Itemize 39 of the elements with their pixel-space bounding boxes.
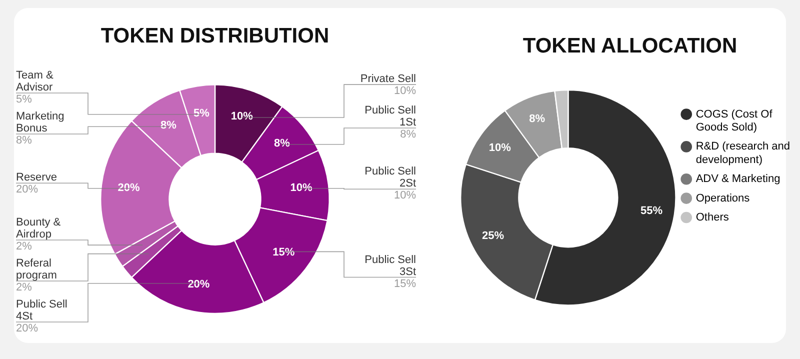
slice-label: Reserve [16,172,57,184]
data-label: 5% [193,107,210,120]
legend-label: Operations [696,192,750,204]
text: 20% [16,184,38,196]
text: 15% [394,278,416,290]
chart-title: TOKEN DISTRIBUTION [100,24,330,48]
data-label: 8% [529,113,546,126]
data-label: 2% [16,240,32,253]
data-label: 25% [482,230,504,242]
data-label: 55% [640,204,663,217]
text: 10% [394,190,416,202]
slice-label: Public Sell 1St [364,104,416,129]
data-label: 10% [230,110,254,122]
text: 10% [394,85,416,98]
data-label: 10% [290,182,312,194]
slice-label: Public Sell 4St [16,298,68,323]
legend-label: Others [696,212,730,224]
slice-label: Team & Advisor [16,70,54,94]
data-label: 15% [272,246,295,258]
data-label: 10% [488,142,512,154]
text: 8% [16,134,32,147]
data-label: 20% [118,182,140,194]
legend-label: ADV & Marketing [696,173,780,186]
slice-label: Referal program [16,258,57,282]
data-label: 2% [16,282,32,294]
text: 8% [400,128,416,141]
legend-label: COGS (Cost Of Goods Sold) [696,108,774,134]
legend-label: R&D (research and development) [696,140,790,166]
slice-label: Public Sell 2St [364,166,416,190]
data-label: 8% [160,120,177,132]
chart-title: TOKEN ALLOCATION [522,34,738,58]
slice-label: Bounty & Airdrop [16,216,62,241]
text: 5% [16,94,32,106]
data-label: 8% [274,138,290,150]
slice-label: Private Sell [360,73,416,86]
slice-label: Public Sell 3St [364,254,416,278]
data-label: 20% [188,278,210,291]
slice-label: Marketing Bonus [16,110,64,135]
text: 20% [16,322,38,335]
